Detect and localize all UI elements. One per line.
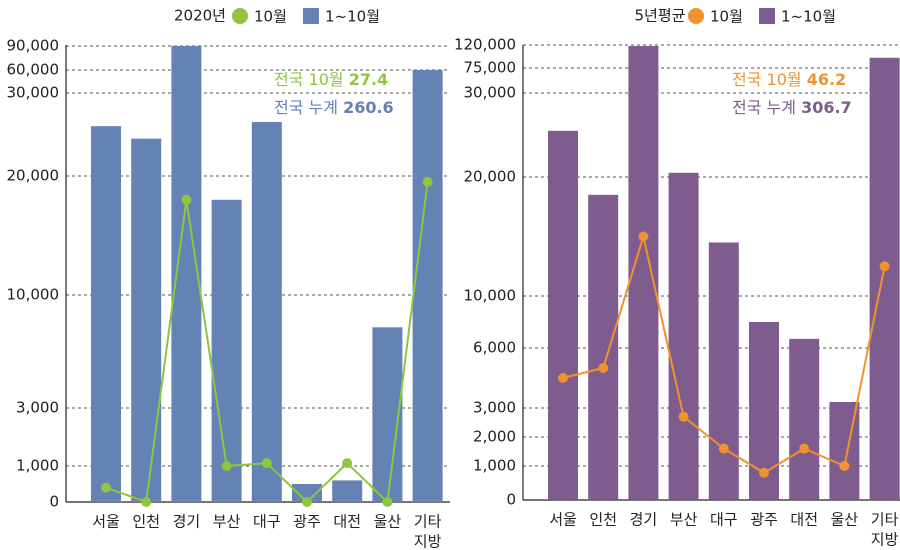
y-tick-label: 120,000 (454, 36, 516, 54)
chart-title: 5년평균 (635, 7, 686, 25)
annotation-label: 전국 누계 (732, 98, 801, 117)
line-point (382, 497, 393, 507)
x-tick-label: 광주 (293, 513, 321, 531)
x-tick-label: 경기 (173, 513, 201, 531)
y-tick-label: 2,000 (473, 428, 516, 446)
x-tick-label: 대구 (710, 511, 738, 529)
y-tick-label: 20,000 (464, 168, 517, 186)
bar (251, 122, 282, 503)
x-tick-label: 대전 (790, 511, 818, 529)
bar (292, 484, 322, 502)
annotation-value: 46.2 (807, 70, 846, 89)
x-tick-label: 기타 (414, 513, 442, 531)
x-tick-label: 울산 (374, 513, 402, 531)
legend-marker (688, 8, 704, 24)
y-tick-label: 10,000 (7, 286, 60, 304)
chart-title: 2020년 (174, 7, 226, 25)
line-point (839, 461, 850, 471)
line-point (221, 461, 232, 471)
x-tick-label: 서울 (92, 513, 120, 531)
bar (332, 480, 363, 502)
x-tick-label: 부산 (213, 513, 241, 531)
annotation: 전국 누계 260.6 (274, 98, 394, 117)
y-tick-label: 20,000 (7, 167, 60, 185)
y-tick-label: 10,000 (464, 287, 517, 305)
line-point (678, 411, 689, 422)
line-point (261, 458, 272, 469)
annotation-label: 전국 10월 (732, 70, 807, 89)
annotation-value: 260.6 (343, 98, 394, 117)
y-tick-label: 90,000 (7, 37, 60, 55)
y-tick-label: 30,000 (7, 84, 60, 102)
line-point (101, 482, 111, 493)
y-tick-label: 30,000 (464, 84, 517, 102)
bar (628, 46, 659, 501)
line-point (759, 467, 769, 478)
x-tick-label: 인천 (132, 513, 160, 531)
y-tick-label: 75,000 (464, 59, 517, 77)
x-tick-label: 광주 (750, 511, 778, 529)
x-tick-label: 대전 (333, 513, 361, 531)
y-tick-label: 3,000 (473, 399, 516, 417)
legend-marker (232, 8, 248, 24)
chart-panel-2: 5년평균 10월 1~10월 0 1,000 2,000 3,000 6,000 10,000 2… (454, 7, 900, 549)
legend-swatch (303, 8, 319, 24)
x-tick-label: 서울 (549, 511, 577, 529)
bar (548, 130, 578, 501)
annotation-label: 전국 누계 (274, 98, 343, 117)
x-tick-label: 대구 (253, 513, 281, 531)
bar (789, 338, 820, 500)
legend-label: 10월 (254, 8, 287, 26)
line-point (141, 497, 152, 507)
x-tick-label: 부산 (670, 511, 698, 529)
bar (91, 126, 121, 502)
y-tick-label: 0 (49, 493, 59, 511)
y-tick-label: 1,000 (473, 457, 516, 475)
line-point (422, 176, 433, 187)
y-tick-label: 0 (506, 491, 516, 509)
line-point (718, 443, 729, 454)
line-point (302, 497, 312, 507)
annotation-value: 306.7 (801, 98, 852, 117)
annotation-value: 27.4 (349, 70, 388, 89)
y-tick-label: 60,000 (7, 61, 60, 79)
x-tick-label: 기타 (871, 511, 899, 529)
bar (869, 57, 900, 501)
bar (211, 199, 242, 503)
line-point (342, 458, 353, 469)
legend-label: 1~10월 (781, 8, 836, 26)
legend-swatch (759, 8, 775, 24)
legend-label: 10월 (710, 8, 743, 26)
legend-label: 1~10월 (325, 8, 380, 26)
line-point (598, 363, 609, 373)
x-tick-label: 울산 (831, 511, 859, 529)
x-tick-label: 인천 (589, 511, 617, 529)
y-tick-label: 1,000 (16, 457, 59, 475)
line-point (558, 373, 568, 383)
bar (588, 194, 619, 500)
chart-panel-1: 2020년 10월 1~10월 0 1,000 3,000 10,000 20,000 30,0… (7, 7, 450, 550)
line-point (879, 261, 890, 272)
annotation-label: 전국 10월 (274, 70, 349, 89)
x-tick-label: 경기 (630, 511, 658, 529)
line-point (799, 443, 810, 454)
x-tick-label: 지방 (414, 533, 442, 550)
line-point (638, 231, 649, 242)
line-point (181, 194, 192, 205)
bar (708, 242, 739, 500)
x-tick-label: 지방 (871, 531, 899, 549)
annotation: 전국 10월 27.4 (274, 70, 388, 89)
bar (668, 172, 699, 501)
annotation: 전국 누계 306.7 (732, 98, 852, 117)
y-tick-label: 6,000 (473, 339, 516, 357)
bar (131, 138, 162, 502)
y-tick-label: 3,000 (16, 399, 59, 417)
bar (412, 70, 443, 502)
annotation: 전국 10월 46.2 (732, 70, 846, 89)
